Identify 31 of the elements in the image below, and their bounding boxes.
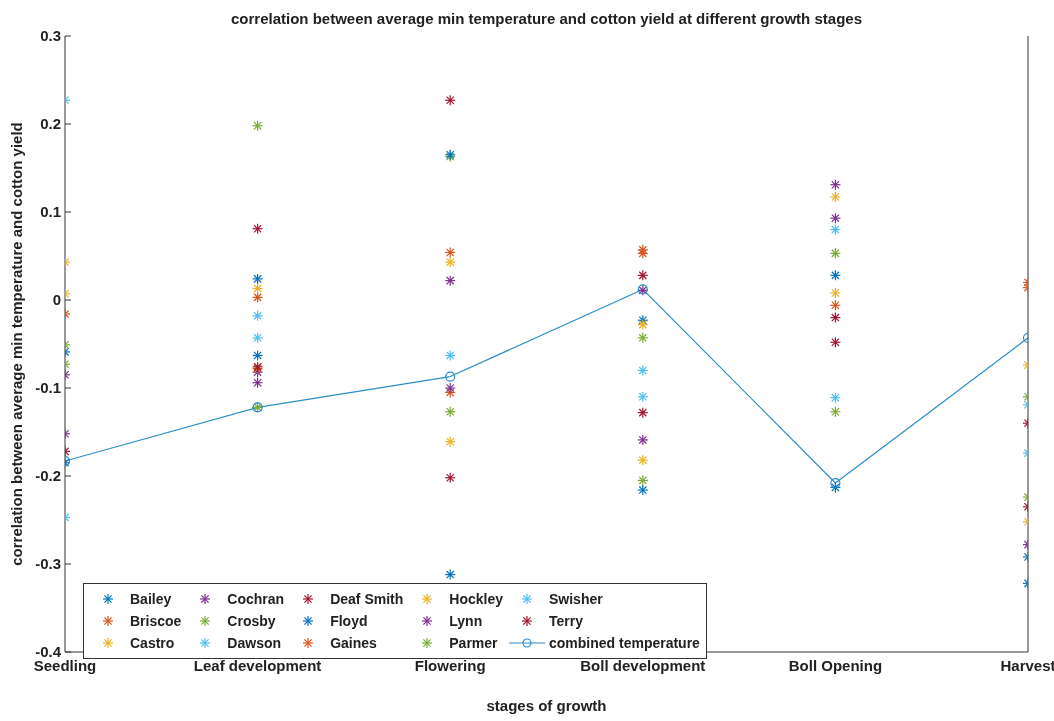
y-tick-label: 0.1 <box>40 203 61 221</box>
point <box>830 477 841 489</box>
y-tick-label: -0.1 <box>35 379 61 397</box>
y-tick-label: -0.2 <box>35 467 61 485</box>
y-axis-title: correlation between average min temperature and cotton yield <box>8 122 25 566</box>
point <box>445 371 456 382</box>
legend-label: Bailey <box>130 591 172 607</box>
legend-label: Lynn <box>449 613 483 629</box>
y-tick-label: -0.3 <box>35 555 61 573</box>
legend-label: Parmer <box>449 635 498 651</box>
legend-label: Gaines <box>330 635 377 651</box>
chart-title: correlation between average min temperature and cotton yield at different growth stages <box>231 10 862 27</box>
y-tick-label: 0 <box>52 291 61 309</box>
x-tick-label: Leaf development <box>193 656 322 674</box>
legend-label: Castro <box>130 635 175 651</box>
legend-label: Hockley <box>449 591 503 607</box>
legend-label: Cochran <box>227 591 285 607</box>
legend-label: Swisher <box>548 591 603 607</box>
legend-label: Dawson <box>227 635 282 651</box>
y-tick-label: 0.2 <box>40 115 61 133</box>
legend-label: Briscoe <box>130 613 182 629</box>
legend-label: Floyd <box>330 613 368 629</box>
legend-label: Deaf Smith <box>330 591 404 607</box>
legend-label: Crosby <box>227 613 276 629</box>
x-tick-label: Boll development <box>580 656 706 674</box>
legend-label: combined temperature <box>548 635 700 651</box>
legend-label: Terry <box>548 613 583 629</box>
x-tick-label: Boll Opening <box>788 656 883 674</box>
x-axis-title: stages of growth <box>486 697 607 714</box>
y-tick-label: 0.3 <box>40 27 61 45</box>
x-tick-label: Flowering <box>414 656 486 674</box>
